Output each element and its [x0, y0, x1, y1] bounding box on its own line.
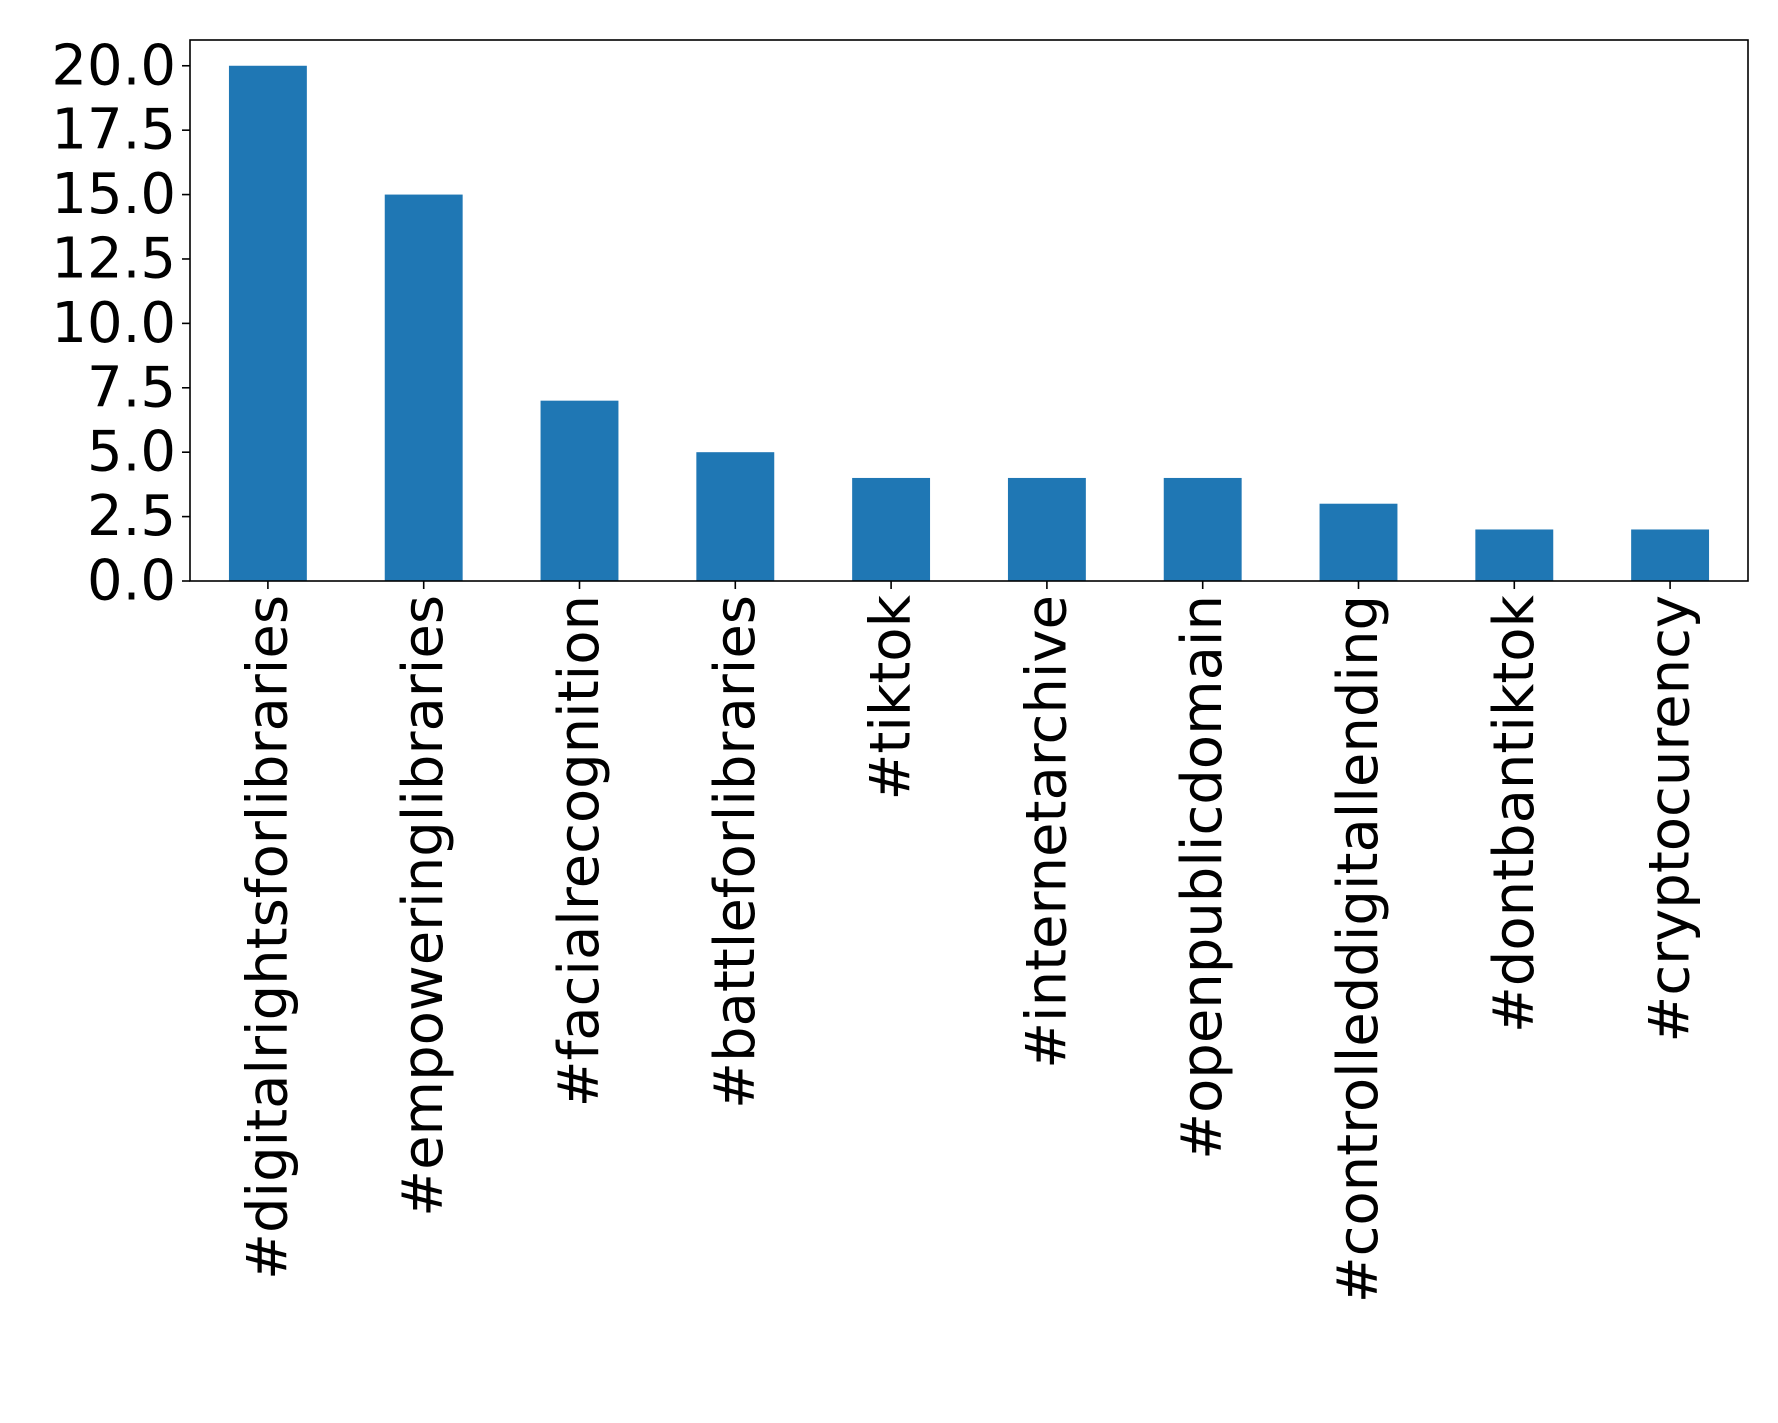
bar: [384, 194, 463, 582]
x-tick-label: #internetarchive: [1014, 595, 1079, 1069]
x-tick-label: #tiktok: [859, 594, 924, 800]
y-tick-label: 5.0: [87, 420, 176, 485]
y-tick-label: 2.5: [87, 484, 176, 549]
x-tick-label: #cryptocurency: [1638, 595, 1703, 1043]
y-tick-label: 15.0: [51, 162, 176, 227]
x-tick-label: #digitalrightsforlibraries: [235, 595, 300, 1280]
x-axis-ticks: #digitalrightsforlibraries #empoweringlib…: [235, 581, 1703, 1303]
y-tick-label: 20.0: [51, 33, 176, 98]
y-tick-label: 12.5: [51, 226, 176, 291]
x-tick-label: #openpublicdomain: [1170, 595, 1235, 1160]
y-tick-label: 10.0: [51, 291, 176, 356]
y-tick-label: 17.5: [51, 98, 176, 163]
bar: [852, 477, 931, 581]
y-tick-label: 7.5: [87, 355, 176, 420]
x-tick-label: #battleforlibraries: [703, 595, 768, 1109]
x-tick-label: #empoweringlibraries: [391, 595, 456, 1217]
bars-layer: [228, 65, 1710, 582]
bar: [540, 400, 619, 581]
bar: [1631, 529, 1710, 581]
y-axis-ticks: 0.02.55.07.510.012.515.017.520.0: [51, 33, 190, 614]
bar: [1007, 477, 1086, 581]
bar: [228, 65, 307, 581]
y-tick-label: 0.0: [87, 549, 176, 614]
bar: [1163, 477, 1242, 581]
x-tick-label: #dontbantiktok: [1482, 594, 1547, 1033]
bar: [1475, 529, 1554, 581]
bar: [696, 452, 775, 581]
x-tick-label: #controlleddigitallending: [1326, 595, 1391, 1303]
plot-frame: [189, 39, 1749, 582]
bar: [1319, 503, 1398, 581]
x-tick-label: #facialrecognition: [547, 595, 612, 1107]
